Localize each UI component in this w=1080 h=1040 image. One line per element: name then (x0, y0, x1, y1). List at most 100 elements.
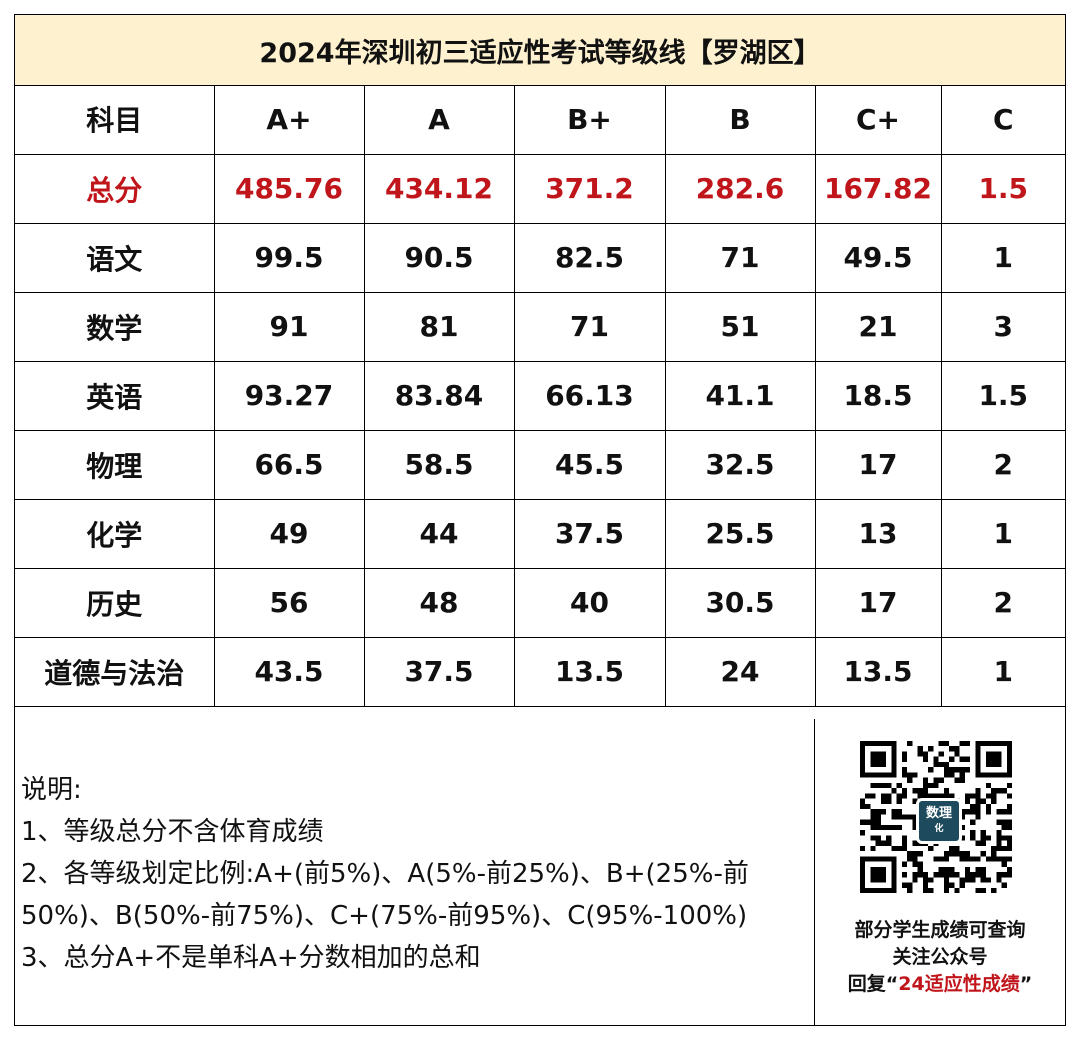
qr-module (991, 851, 997, 857)
qr-module (1001, 824, 1007, 831)
qr-module (970, 793, 976, 799)
qr-module (917, 788, 923, 794)
score-cell: 49 (213, 498, 365, 569)
qr-module (954, 777, 960, 783)
qr-module (928, 767, 934, 773)
score-cell: 2 (940, 567, 1065, 638)
qr-module (912, 819, 918, 825)
qr-module (980, 830, 986, 836)
qr-module (907, 777, 913, 783)
qr-module (880, 809, 887, 815)
qr-module (949, 756, 955, 762)
qr-module (991, 856, 997, 862)
qr-module (959, 767, 965, 773)
qr-module (964, 856, 971, 862)
qr-module (959, 851, 965, 857)
score-cell: 83.84 (363, 360, 515, 431)
qr-module (917, 861, 923, 867)
qr-module (954, 872, 960, 878)
qr-module (943, 851, 950, 857)
score-cell: 1 (940, 498, 1065, 569)
qr-module (901, 814, 908, 820)
qr-module (917, 751, 923, 757)
qr-module (1006, 819, 1012, 825)
qr-module (860, 845, 866, 852)
qr-module (943, 761, 950, 768)
qr-module (870, 814, 876, 820)
qr-module (996, 840, 1002, 846)
qr-module (938, 751, 944, 757)
score-cell: 43.5 (213, 636, 365, 707)
qr-logo-badge: 数理化 (916, 798, 962, 844)
promo-line-2: 关注公众号 (892, 946, 988, 968)
qr-module (912, 788, 918, 794)
table-row: 物理 66.5 58.5 45.5 32.5 17 2 (15, 429, 1065, 500)
qr-module (980, 866, 986, 873)
qr-module (1001, 788, 1007, 794)
qr-module (975, 803, 981, 810)
notes-section: 说明: 1、等级总分不含体育成绩 2、各等级划定比例:A+(前5%)、A(5%-… (15, 719, 815, 1025)
score-cell: 66.13 (513, 360, 666, 431)
score-cell: 1.5 (940, 360, 1065, 431)
qr-module (954, 767, 960, 773)
qr-module (901, 845, 908, 852)
qr-module (996, 845, 1002, 852)
qr-module (901, 756, 908, 762)
qr-module (949, 845, 955, 852)
score-cell: 30.5 (664, 567, 816, 638)
qr-module (870, 751, 887, 768)
qr-module (1001, 835, 1007, 841)
qr-module (954, 851, 960, 857)
qr-module (886, 835, 892, 841)
qr-module (980, 877, 986, 883)
promo-quote-open: “ (885, 973, 899, 995)
table-row: 英语 93.27 83.84 66.13 41.1 18.5 1.5 (15, 360, 1065, 431)
score-cell: 371.2 (513, 153, 666, 224)
note-line-2: 2、各等级划定比例:A+(前5%)、A(5%-前25%)、B+(25%-前50%… (21, 859, 749, 931)
qr-module (1001, 856, 1007, 862)
qr-module (1001, 872, 1007, 878)
qr-module (996, 830, 1002, 836)
qr-module (886, 782, 892, 789)
qr-module (980, 840, 986, 846)
qr-module (964, 798, 971, 804)
qr-module (943, 887, 950, 893)
header-row: 科目 A+ A B+ B C+ C (15, 85, 1065, 155)
qr-module (922, 877, 929, 883)
score-cell: 32.5 (664, 429, 816, 500)
subject-cell: 化学 (15, 498, 215, 569)
qr-module (912, 814, 918, 820)
qr-module (912, 772, 918, 778)
qr-module (870, 793, 876, 799)
qr-module (964, 866, 971, 873)
qr-module (912, 824, 918, 831)
qr-module (985, 803, 992, 810)
qr-module (860, 803, 866, 810)
qr-module (980, 887, 986, 893)
qr-module (996, 819, 1002, 825)
qr-module (996, 856, 1002, 862)
qr-module (901, 793, 908, 799)
table-row: 道德与法治 43.5 37.5 13.5 24 13.5 1 (15, 636, 1065, 707)
qr-module (907, 887, 913, 893)
qr-module (943, 767, 950, 773)
qr-badge-sub: 化 (934, 823, 944, 834)
note-line-3: 3、总分A+不是单科A+分数相加的总和 (21, 943, 481, 973)
qr-module (975, 788, 981, 794)
qr-module (922, 782, 929, 789)
qr-code-icon[interactable] (860, 741, 1012, 893)
qr-module (886, 824, 892, 831)
score-cell: 44 (363, 498, 515, 569)
qr-module (933, 856, 939, 862)
qr-module (891, 814, 897, 820)
qr-module (985, 809, 992, 815)
qr-module (964, 756, 971, 762)
qr-module (922, 788, 929, 794)
score-cell: 48 (363, 567, 515, 638)
qr-module (901, 861, 908, 867)
header-cell-grade: C (940, 85, 1065, 155)
score-cell: 37.5 (513, 498, 666, 569)
qr-module (875, 819, 881, 825)
qr-module (959, 856, 965, 862)
qr-module (938, 856, 944, 862)
